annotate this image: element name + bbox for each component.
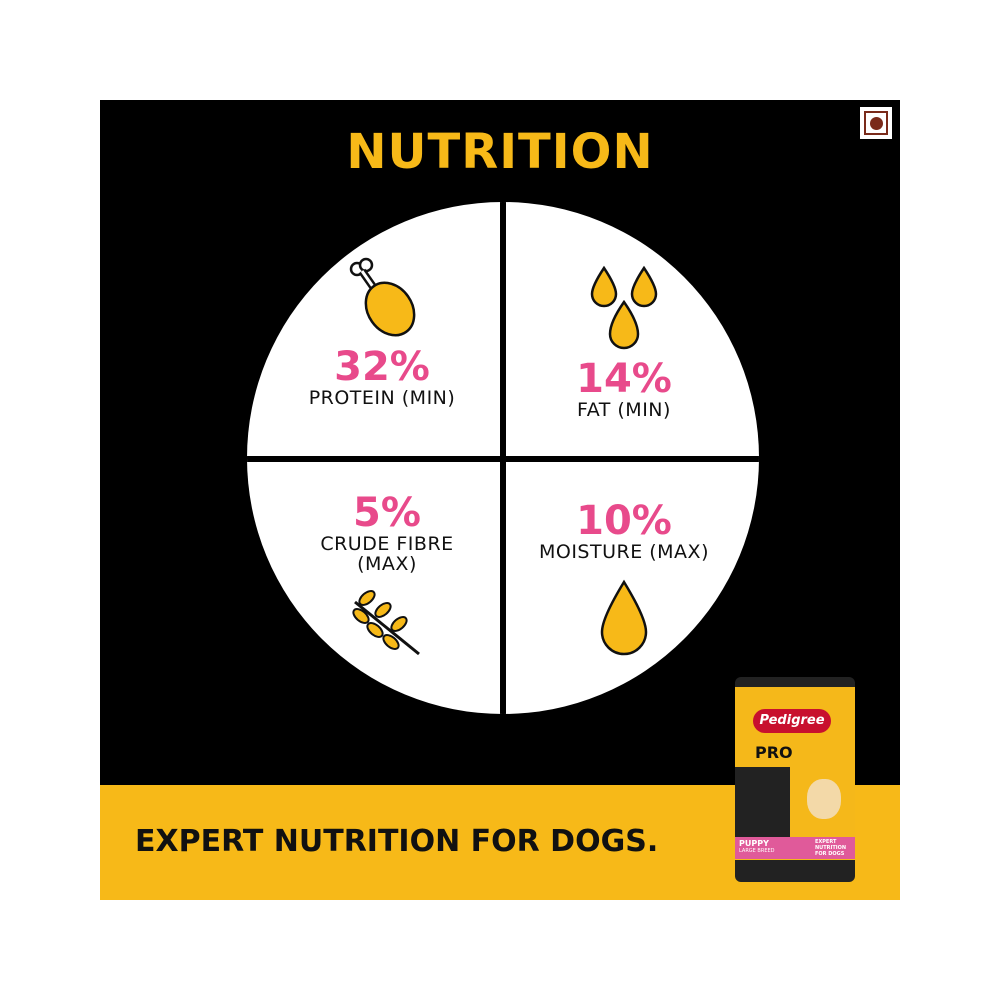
protein-percent: 32% bbox=[334, 344, 430, 390]
moisture-percent: 10% bbox=[576, 498, 672, 544]
nutrient-fat: 14% FAT (MIN) bbox=[509, 264, 739, 420]
bag-claim: EXPERT NUTRITION FOR DOGS bbox=[815, 839, 847, 857]
protein-label: PROTEIN (MIN) bbox=[308, 387, 456, 409]
nutrient-moisture: 10% MOISTURE (MAX) bbox=[509, 500, 739, 662]
fibre-label-max: (MAX) bbox=[357, 553, 417, 575]
nutrition-pie: 32% PROTEIN (MIN) 14% FAT (MIN) 5% CRUDE… bbox=[247, 202, 759, 714]
wheat-icon bbox=[352, 590, 420, 656]
tagline: EXPERT NUTRITION FOR DOGS. bbox=[135, 824, 659, 859]
veg-mark-icon bbox=[860, 107, 892, 139]
brand-logo: Pedigree bbox=[753, 709, 831, 733]
nutrient-protein: 32% PROTEIN (MIN) bbox=[267, 257, 497, 408]
moisture-label: MOISTURE (MAX) bbox=[538, 541, 709, 563]
page-title: NUTRITION bbox=[346, 124, 654, 180]
bag-variant-strip: PUPPY LARGE BREED EXPERT NUTRITION FOR DO… bbox=[735, 837, 855, 859]
puppy-image bbox=[807, 779, 841, 819]
variant: PUPPY bbox=[739, 839, 769, 848]
nutrient-fibre: 5% CRUDE FIBRE (MAX) bbox=[277, 492, 497, 666]
variant-sub: LARGE BREED bbox=[739, 848, 775, 854]
bag-weight: 1.2kg bbox=[743, 868, 769, 878]
oil-drops-icon bbox=[590, 265, 658, 350]
fat-label: FAT (MIN) bbox=[577, 399, 671, 421]
product-bag-image: Pedigree PRO PUPPY LARGE BREED EXPERT NUT… bbox=[735, 677, 855, 882]
chicken-leg-icon bbox=[349, 257, 416, 337]
horizontal-divider bbox=[247, 456, 759, 462]
fat-percent: 14% bbox=[576, 356, 672, 402]
water-drop-icon bbox=[600, 579, 648, 656]
product-line: PRO bbox=[755, 743, 793, 762]
bag-dark-panel bbox=[735, 767, 790, 847]
fibre-label: CRUDE FIBRE bbox=[320, 533, 454, 555]
fibre-percent: 5% bbox=[353, 490, 421, 536]
